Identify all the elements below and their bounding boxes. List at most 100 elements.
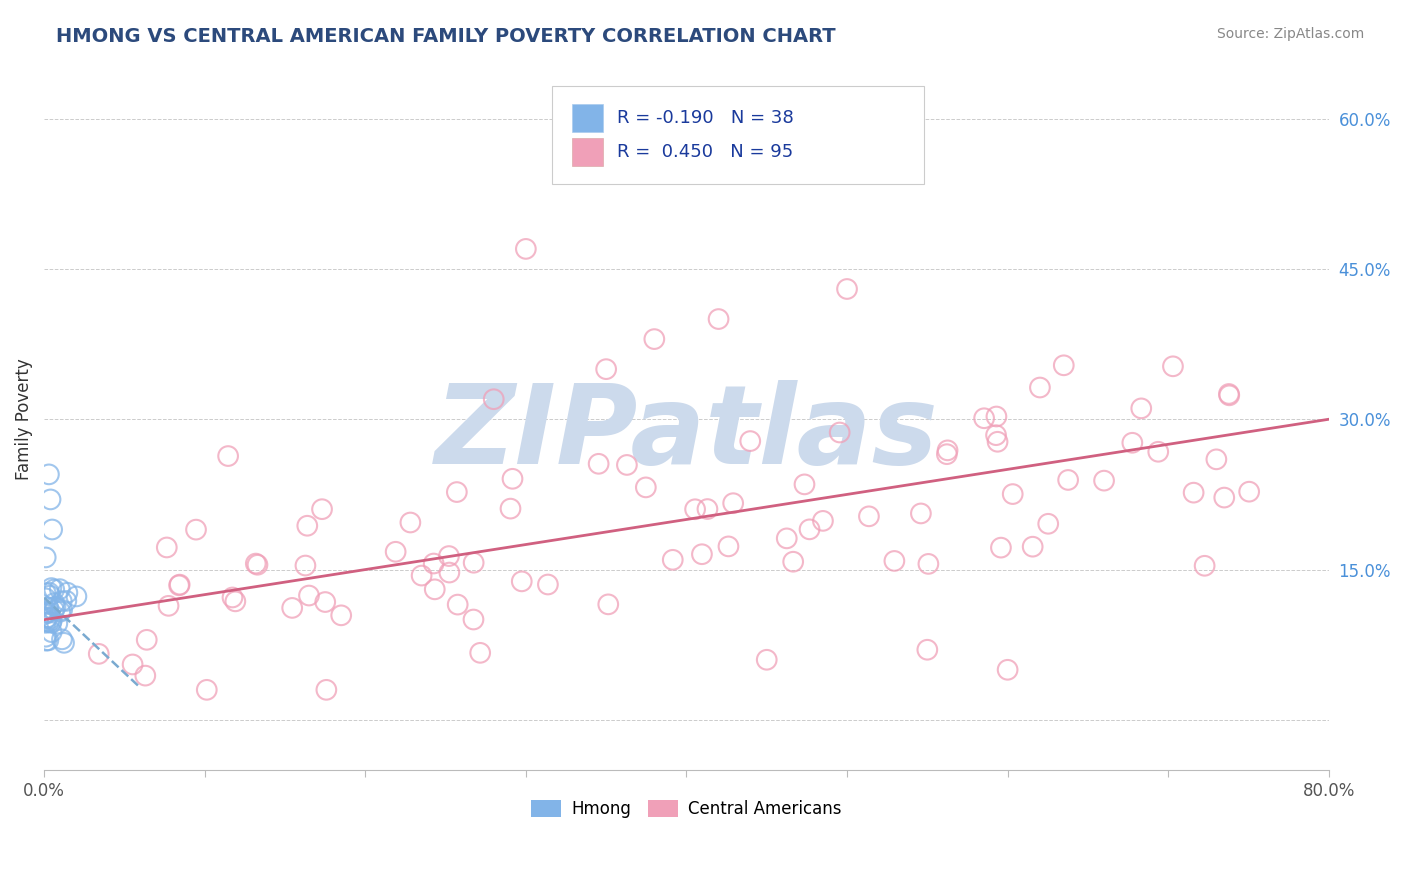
Text: HMONG VS CENTRAL AMERICAN FAMILY POVERTY CORRELATION CHART: HMONG VS CENTRAL AMERICAN FAMILY POVERTY… [56, 27, 835, 45]
Point [35, 591, 58, 606]
Point [35, 633, 58, 648]
Point [683, 502, 706, 516]
Point [184, 523, 207, 537]
Point [782, 555, 804, 569]
Point [51, 603, 73, 617]
Point [422, 557, 444, 571]
Point [41, 613, 63, 627]
Point [157, 599, 180, 613]
Point [437, 549, 460, 563]
Point [1182, 485, 1205, 500]
Point [35, 612, 58, 626]
Point [776, 532, 799, 546]
Point [169, 577, 191, 591]
Point [643, 161, 665, 176]
Point [37, 633, 59, 648]
Point [1029, 380, 1052, 394]
Point [44, 596, 66, 610]
Point [384, 545, 406, 559]
Point [515, 242, 537, 256]
Point [1213, 491, 1236, 505]
Point [315, 682, 337, 697]
Point [44, 599, 66, 614]
FancyBboxPatch shape [572, 104, 603, 132]
Point [447, 598, 470, 612]
Point [39, 589, 62, 603]
Point [221, 591, 243, 605]
Point [39, 492, 62, 507]
Point [986, 434, 1008, 449]
Point [35, 615, 58, 630]
Point [858, 509, 880, 524]
Point [696, 502, 718, 516]
Point [41, 581, 63, 595]
Point [281, 601, 304, 615]
Point [883, 554, 905, 568]
Point [35, 630, 58, 644]
Point [49, 605, 72, 619]
Point [502, 472, 524, 486]
Point [37, 610, 59, 624]
Point [1021, 540, 1043, 554]
Point [793, 477, 815, 491]
Point [1218, 388, 1240, 402]
Point [439, 566, 461, 580]
Point [1205, 452, 1227, 467]
Point [49, 582, 72, 596]
Point [423, 582, 446, 597]
Point [1130, 401, 1153, 416]
Point [537, 577, 560, 591]
Point [298, 589, 321, 603]
Point [55, 594, 77, 608]
Point [65, 590, 87, 604]
Point [910, 507, 932, 521]
Point [973, 411, 995, 425]
Point [755, 653, 778, 667]
Legend: Hmong, Central Americans: Hmong, Central Americans [524, 793, 848, 825]
Point [510, 574, 533, 589]
Point [38, 585, 60, 599]
Point [53, 636, 76, 650]
Point [121, 657, 143, 672]
Point [330, 608, 353, 623]
Point [717, 540, 740, 554]
Point [936, 443, 959, 458]
Point [195, 682, 218, 697]
Point [588, 457, 610, 471]
Point [39, 615, 62, 630]
Point [37, 600, 59, 615]
Point [835, 282, 858, 296]
Point [314, 595, 336, 609]
Text: R = -0.190   N = 38: R = -0.190 N = 38 [617, 110, 794, 128]
Point [799, 522, 821, 536]
Point [35, 550, 58, 565]
Point [470, 646, 492, 660]
Point [463, 613, 485, 627]
Point [311, 502, 333, 516]
Point [167, 578, 190, 592]
Point [35, 586, 58, 600]
Point [1161, 359, 1184, 374]
Point [661, 553, 683, 567]
Point [1053, 359, 1076, 373]
Point [56, 585, 79, 599]
Point [39, 611, 62, 625]
Point [156, 541, 179, 555]
Point [1147, 444, 1170, 458]
Point [643, 332, 665, 346]
Point [135, 632, 157, 647]
Point [38, 467, 60, 482]
Text: R =  0.450   N = 95: R = 0.450 N = 95 [617, 143, 793, 161]
Point [38, 606, 60, 620]
Point [986, 409, 1008, 424]
Point [446, 485, 468, 500]
Point [35, 607, 58, 621]
Point [134, 668, 156, 682]
Point [224, 594, 246, 608]
Point [595, 362, 617, 376]
Point [740, 434, 762, 448]
Point [634, 480, 657, 494]
Point [1001, 487, 1024, 501]
Point [616, 458, 638, 472]
Point [41, 625, 63, 640]
